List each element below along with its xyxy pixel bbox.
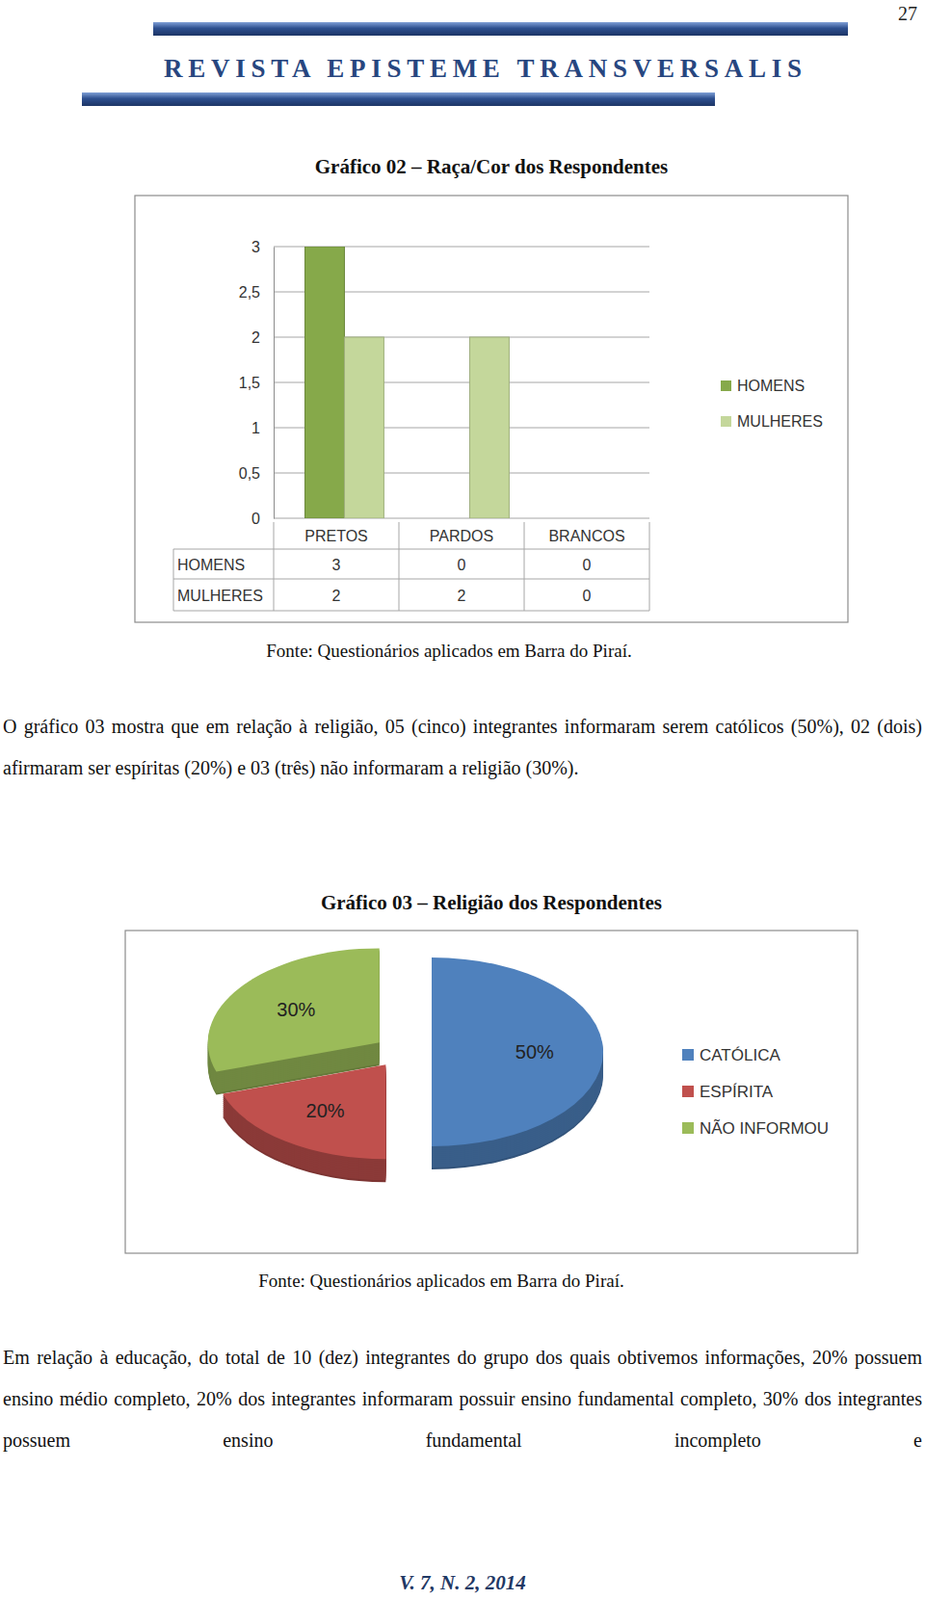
- legend-label: HOMENS: [737, 377, 805, 395]
- data-label: 30%: [276, 999, 316, 1021]
- table-row-label: MULHERES: [177, 587, 264, 605]
- tick: 1,5: [238, 374, 274, 392]
- tick-label: 2,5: [238, 284, 261, 301]
- table-line: [649, 522, 651, 611]
- legend: CATÓLICA ESPÍRITA NÃO INFORMOU: [682, 1046, 829, 1138]
- grid: [273, 246, 650, 519]
- tick-label: 3: [251, 238, 261, 256]
- slice: [222, 1064, 386, 1160]
- slice: [431, 957, 604, 1147]
- page-number: 27: [898, 2, 918, 25]
- legend-swatch: [720, 380, 732, 392]
- header-bar: [153, 22, 848, 36]
- legend-label: CATÓLICA: [699, 1046, 781, 1065]
- table-line: [398, 522, 400, 611]
- header-bar: [81, 92, 715, 106]
- tick: 0,5: [238, 465, 274, 482]
- legend-swatch: [682, 1122, 694, 1135]
- source-note: Fonte: Questionários aplicados em Barra …: [258, 1270, 624, 1292]
- legend-swatch: [682, 1049, 694, 1061]
- axis-line: [273, 247, 275, 520]
- legend-swatch: [720, 416, 732, 427]
- table-value: 0: [582, 587, 592, 605]
- legend-label: ESPÍRITA: [699, 1083, 774, 1102]
- data-label: 50%: [515, 1041, 555, 1063]
- table-line: [173, 549, 175, 611]
- legend: HOMENS MULHERES: [720, 377, 823, 430]
- data-table: PRETOS PARDOS BRANCOS HOMENS 3 0 0 MULHERES 2 2 0: [173, 522, 650, 611]
- table-line: [173, 579, 650, 581]
- x-tick-label: PRETOS: [304, 528, 369, 545]
- pie-chart: [208, 948, 604, 1183]
- tick: 1: [251, 420, 274, 437]
- chart-frame: [134, 195, 848, 623]
- table-line: [273, 522, 275, 611]
- bar-chart: 00,511,522,53PRETOSPARDOSBRANCOSHOMENS30…: [173, 238, 823, 611]
- legend-label: NÃO INFORMOU: [699, 1119, 829, 1138]
- tick-label: 2: [251, 329, 261, 346]
- tick-label: 1: [251, 420, 261, 437]
- bar: [469, 337, 509, 519]
- journal-title: REVISTA EPISTEME TRANSVERSALIS: [163, 53, 802, 83]
- footer: V. 7, N. 2, 2014: [398, 1571, 526, 1595]
- tick: 2: [251, 329, 274, 346]
- tick: 3: [251, 238, 274, 256]
- legend-swatch: [682, 1085, 694, 1098]
- data-labels: 50% 20% 30%: [276, 999, 555, 1122]
- bar: [430, 518, 471, 520]
- data-label: 20%: [306, 1100, 345, 1122]
- legend-label: MULHERES: [737, 413, 823, 430]
- pie-slices: [208, 948, 604, 1160]
- y-axis: 0 0,5 1 1,5 2 2,5 3: [238, 238, 275, 528]
- table-value: 0: [582, 556, 592, 574]
- table-value: 3: [332, 556, 342, 574]
- bar: [555, 518, 596, 520]
- tick-label: 0: [251, 510, 261, 528]
- chart-title: Gráfico 02 – Raça/Cor dos Respondentes: [315, 155, 669, 179]
- bar: [305, 246, 345, 519]
- table-value: 2: [457, 587, 467, 605]
- chart-frame: [125, 930, 858, 1254]
- tick-label: 1,5: [238, 374, 261, 392]
- tick-label: 0,5: [238, 465, 261, 482]
- table-line: [524, 522, 526, 611]
- x-tick-label: BRANCOS: [548, 528, 625, 545]
- tick: 2,5: [238, 284, 274, 301]
- x-tick-label: PARDOS: [429, 528, 494, 545]
- table-line: [173, 549, 650, 551]
- paragraph: Em relação à educação, do total de 10 (d…: [2, 1337, 923, 1462]
- bar: [343, 337, 384, 519]
- bars: [305, 246, 510, 519]
- table-value: 0: [457, 556, 467, 574]
- slice: [208, 948, 380, 1072]
- table-row-label: HOMENS: [177, 556, 245, 574]
- chart-title: Gráfico 03 – Religião dos Respondentes: [320, 891, 662, 915]
- table-line: [173, 610, 650, 612]
- source-note: Fonte: Questionários aplicados em Barra …: [265, 640, 632, 661]
- bar: [594, 518, 635, 520]
- paragraph: O gráfico 03 mostra que em relação à rel…: [2, 706, 923, 790]
- table-value: 2: [332, 587, 342, 605]
- tick: 0: [251, 510, 274, 528]
